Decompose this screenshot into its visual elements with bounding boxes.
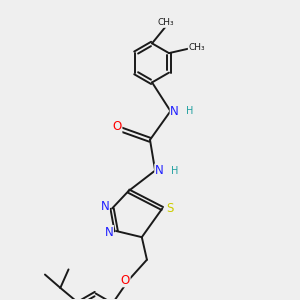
Text: CH₃: CH₃ [157, 18, 174, 27]
Text: CH₃: CH₃ [188, 44, 205, 52]
Text: H: H [186, 106, 194, 116]
Text: N: N [170, 105, 179, 118]
Text: S: S [166, 202, 173, 215]
Text: N: N [100, 200, 109, 213]
Text: H: H [171, 166, 178, 176]
Text: O: O [121, 274, 130, 287]
Text: O: O [112, 120, 122, 133]
Text: N: N [105, 226, 113, 238]
Text: N: N [155, 164, 164, 177]
